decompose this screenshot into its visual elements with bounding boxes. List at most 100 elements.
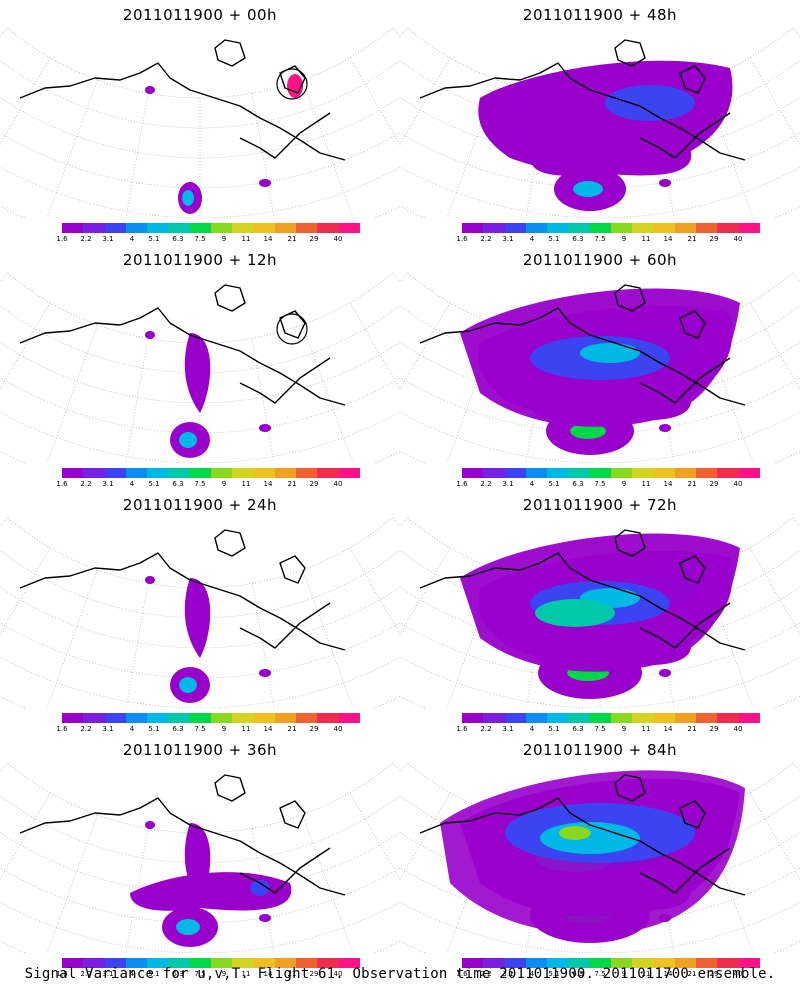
- colorbar-swatch: [168, 223, 190, 233]
- colorbar-tick-label: 14: [663, 235, 673, 243]
- variance-field: [460, 533, 740, 699]
- variance-field: [478, 60, 733, 211]
- colorbar-tick-label: 21: [687, 480, 697, 488]
- colorbar-swatch: [525, 468, 548, 478]
- colorbar-swatch: [62, 713, 84, 723]
- coastlines: [19, 39, 346, 161]
- forecast-panel: 2011011900 + 00h 1.6 2.2 3.1 4 5.1 6.3 7.5 9 11 14…: [0, 0, 400, 245]
- colorbar-swatch: [653, 223, 675, 233]
- colorbar-swatch: [674, 958, 697, 968]
- variance-field: [440, 770, 745, 943]
- coastline-island: [679, 65, 706, 94]
- colorbar-swatch: [125, 713, 148, 723]
- coastlines: [419, 39, 746, 161]
- colorbar-tick-label: 21: [687, 235, 697, 243]
- colorbar-swatch: [189, 713, 211, 723]
- colorbar-tick-label: 1.6: [456, 725, 468, 733]
- coastlines: [419, 774, 746, 896]
- colorbar-tick-label: 1.6: [56, 970, 68, 978]
- colorbar-tick-label: 11: [641, 970, 651, 978]
- figure-caption: Signal Variance for u,v,T. Flight 61. Ob…: [24, 966, 776, 982]
- colorbar: [462, 223, 760, 233]
- colorbar-swatch: [338, 713, 360, 723]
- meridian-line: [792, 518, 800, 527]
- colorbar-tick-label: 40: [733, 235, 743, 243]
- meridian-line: [749, 547, 800, 636]
- variance-core: [540, 822, 640, 854]
- meridian-line: [125, 93, 149, 218]
- colorbar-tick-label: 40: [733, 480, 743, 488]
- coastline-island: [279, 800, 306, 829]
- colorbar-tick-label: 7.5: [194, 235, 206, 243]
- meridian-line: [46, 814, 98, 953]
- coastlines: [19, 284, 346, 406]
- panel-title: 2011011900 + 12h: [122, 251, 278, 269]
- colorbar-swatch: [504, 958, 526, 968]
- variance-speck: [145, 86, 155, 94]
- colorbar-tick-label: 29: [309, 235, 319, 243]
- meridian-line: [446, 814, 498, 953]
- meridian-line: [702, 814, 754, 953]
- colorbar-swatch: [717, 468, 739, 478]
- colorbar-swatch: [62, 468, 84, 478]
- colorbar-swatch: [210, 713, 233, 723]
- colorbar-swatch: [125, 958, 148, 968]
- colorbar-swatch: [717, 223, 739, 233]
- meridian-line: [400, 302, 451, 391]
- variance-core: [580, 343, 640, 363]
- colorbar-tick-label: 5.1: [148, 235, 160, 243]
- colorbar-tick-label: 2.2: [80, 480, 92, 488]
- variance-speck: [145, 331, 155, 339]
- coastline-island: [679, 555, 706, 584]
- colorbar-tick-label: 2.2: [480, 480, 492, 488]
- colorbar-tick-label: 5.1: [548, 235, 560, 243]
- colorbar-tick-label: 11: [241, 725, 251, 733]
- meridian-line: [251, 583, 275, 708]
- meridian-line: [349, 57, 400, 146]
- meridian-line: [0, 518, 8, 527]
- colorbar-tick-label: 3.1: [502, 235, 514, 243]
- variance-band: [184, 333, 211, 413]
- colorbar-swatch: [253, 468, 275, 478]
- colorbar-tick-label: 2.2: [80, 970, 92, 978]
- variance-speck: [259, 669, 271, 677]
- coastline-continent: [239, 112, 331, 159]
- variance-map: [400, 273, 800, 463]
- colorbar-tick-label: 1.6: [456, 970, 468, 978]
- coastlines: [419, 529, 746, 651]
- colorbar-swatch: [547, 713, 569, 723]
- colorbar-tick-label: 3.1: [502, 970, 514, 978]
- colorbar-tick-label: 14: [263, 970, 273, 978]
- meridian-line: [349, 302, 400, 391]
- colorbar-tick-label: 40: [333, 970, 343, 978]
- colorbar-swatch: [674, 468, 697, 478]
- colorbar: [62, 468, 360, 478]
- parallel-line: [0, 132, 400, 189]
- variance-band: [184, 578, 211, 658]
- colorbar-ticks: 1.6 2.2 3.1 4 5.1 6.3 7.5 9 11 14 21 29 40: [54, 480, 368, 490]
- pacific-variance-core: [179, 432, 197, 448]
- colorbar-tick-label: 14: [663, 970, 673, 978]
- colorbar-swatch: [83, 958, 105, 968]
- colorbar-tick-label: 4: [529, 480, 535, 488]
- colorbar-swatch: [296, 958, 318, 968]
- colorbar-swatch: [147, 958, 169, 968]
- pacific-variance-core: [182, 190, 194, 206]
- colorbar-tick-label: 7.5: [594, 725, 606, 733]
- meridian-line: [392, 518, 400, 527]
- colorbar-tick-label: 40: [733, 970, 743, 978]
- meridian-line: [392, 28, 400, 37]
- colorbar-tick-label: 3.1: [102, 725, 114, 733]
- coastline-continent: [639, 602, 731, 649]
- colorbar-tick-label: 4: [129, 235, 135, 243]
- variance-core: [605, 85, 695, 121]
- coastline-continent: [639, 357, 731, 404]
- coastline-island: [279, 310, 306, 339]
- colorbar-swatch: [296, 713, 318, 723]
- colorbar-tick-label: 9: [221, 480, 227, 488]
- meridian-line: [749, 792, 800, 881]
- meridian-line: [400, 792, 451, 881]
- colorbar-swatch: [696, 468, 718, 478]
- coastline-island: [679, 310, 706, 339]
- meridian-line: [302, 324, 354, 463]
